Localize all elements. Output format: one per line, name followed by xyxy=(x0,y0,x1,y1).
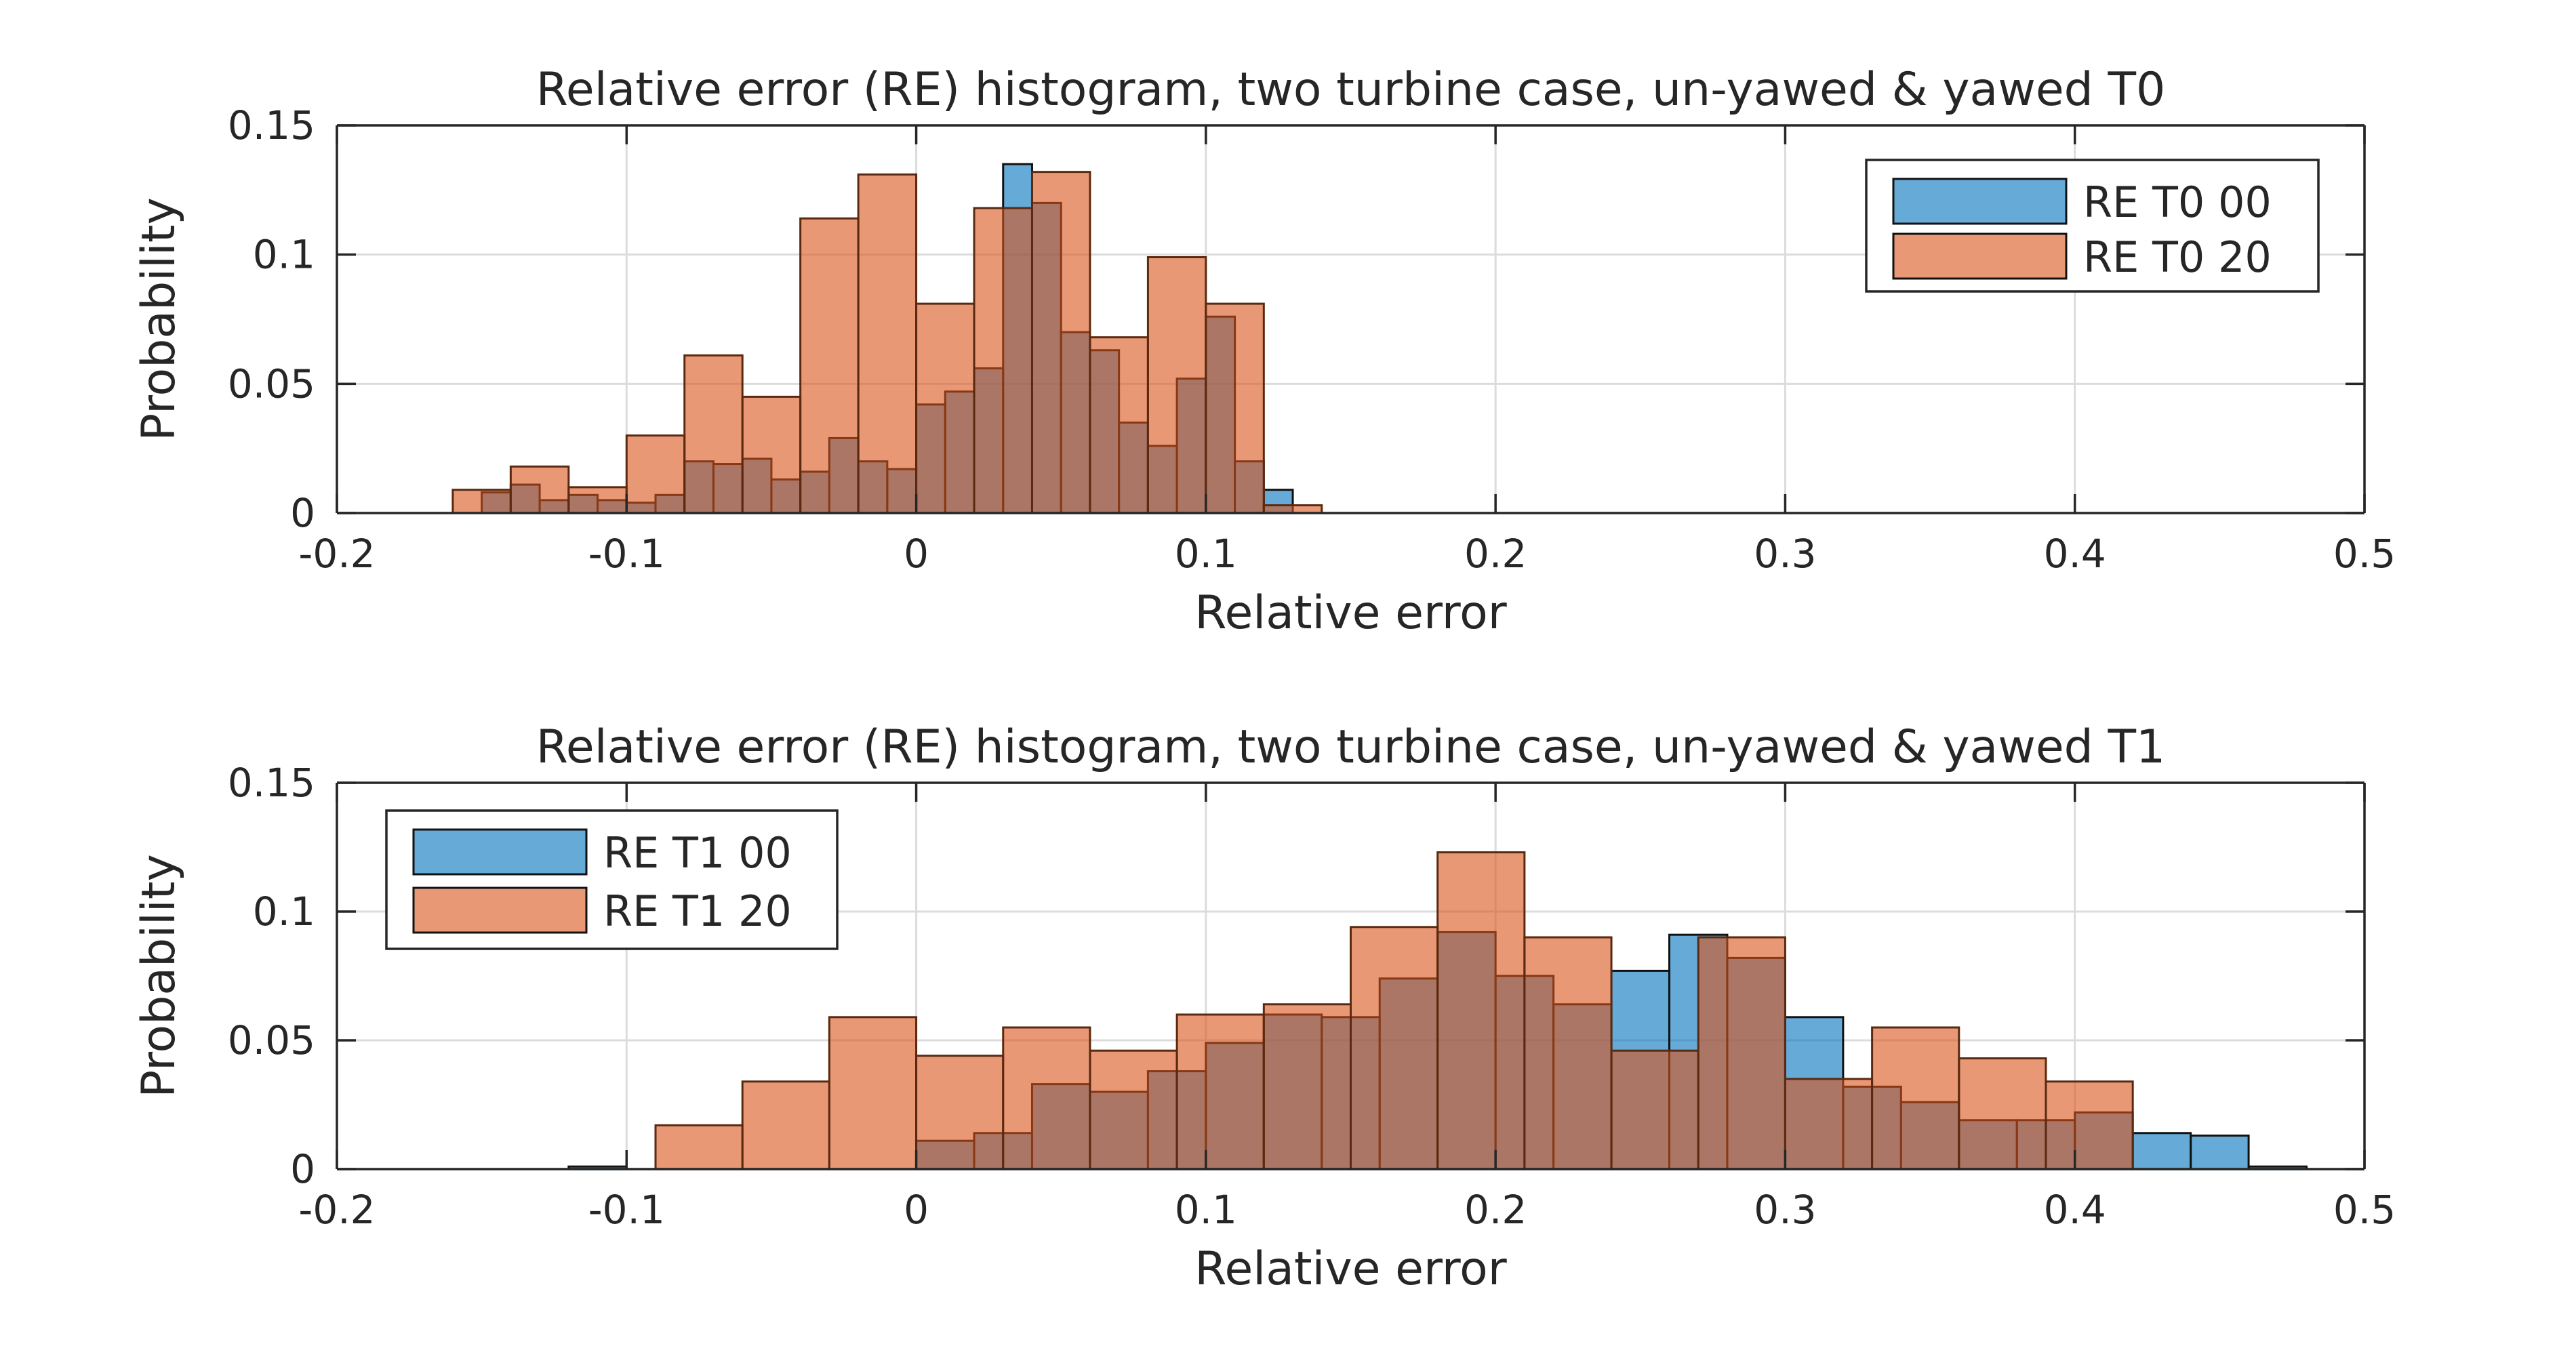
histogram-bar xyxy=(2190,1135,2250,1170)
y-tick-label: 0.05 xyxy=(228,361,315,407)
y-tick-label: 0 xyxy=(290,1146,315,1192)
x-axis-label: Relative error xyxy=(1194,1242,1507,1296)
y-tick-label: 0.05 xyxy=(228,1017,315,1063)
histogram-bar xyxy=(1089,1049,1178,1170)
legend-label: RE T1 20 xyxy=(603,886,792,936)
histogram-bar xyxy=(509,465,570,514)
x-tick-label: 0.2 xyxy=(1464,531,1527,577)
y-tick-label: 0 xyxy=(290,490,315,536)
x-tick-label: 0.5 xyxy=(2333,531,2396,577)
histogram-bar xyxy=(625,434,686,514)
histogram-bar xyxy=(451,489,512,514)
x-tick-label: -0.2 xyxy=(298,531,375,577)
histogram-bar xyxy=(1030,171,1091,514)
y-axis-label: Probability xyxy=(132,197,186,441)
histogram-bar xyxy=(1089,336,1149,514)
histogram-bar xyxy=(1610,1049,1699,1170)
legend-swatch xyxy=(1892,178,2068,225)
x-tick-label: 0.3 xyxy=(1754,531,1816,577)
histogram-bar xyxy=(799,217,860,514)
x-tick-label: 0.2 xyxy=(1464,1187,1527,1233)
histogram-bar xyxy=(567,486,628,514)
histogram-bar xyxy=(1523,936,1613,1170)
histogram-bar xyxy=(915,302,975,514)
x-tick-label: 0.3 xyxy=(1754,1187,1816,1233)
histogram-bar xyxy=(2131,1132,2192,1170)
x-tick-label: 0.5 xyxy=(2333,1187,2396,1233)
x-tick-label: -0.2 xyxy=(298,1187,375,1233)
axes: -0.2 -0.1 0 0.1 0.2 0.3 0.4 0.5 0 0.05 0.1 0.15 xyxy=(228,760,2396,1233)
x-tick-label: 0.1 xyxy=(1175,1187,1237,1233)
x-tick-label: 0.4 xyxy=(2044,1187,2106,1233)
axes: -0.2 -0.1 0 0.1 0.2 0.3 0.4 0.5 0 0.05 0.1 0.15 xyxy=(228,102,2396,577)
histogram-bar xyxy=(1784,1078,1874,1170)
histogram-bar xyxy=(654,1124,744,1170)
x-tick-label: -0.1 xyxy=(588,1187,665,1233)
histogram-bar xyxy=(857,173,918,514)
chart-title: Relative error (RE) histogram, two turbi… xyxy=(536,720,2166,774)
series-1 xyxy=(451,171,1323,514)
legend: RE T0 00 RE T0 20 xyxy=(1865,159,2320,293)
x-axis-label: Relative error xyxy=(1194,586,1507,640)
legend-label: RE T0 00 xyxy=(2083,178,2272,227)
legend-label: RE T0 20 xyxy=(2083,232,2272,282)
x-tick-label: 0.4 xyxy=(2044,531,2106,577)
histogram-bar xyxy=(1205,302,1265,514)
histogram-bar xyxy=(1146,256,1207,514)
histogram-bar xyxy=(1002,1026,1091,1170)
histogram-bar xyxy=(1697,936,1786,1170)
histogram-bar xyxy=(973,207,1033,514)
legend-swatch xyxy=(412,886,588,934)
x-tick-label: 0 xyxy=(904,531,929,577)
legend-swatch xyxy=(412,828,588,876)
histogram-bar xyxy=(828,1016,918,1170)
histogram-bar xyxy=(1958,1057,2047,1170)
histogram-bar xyxy=(2045,1080,2134,1170)
histogram-panel-t1: -0.2 -0.1 0 0.1 0.2 0.3 0.4 0.5 0 0.05 0.1 0.15 Rela… xyxy=(132,720,2396,1296)
x-tick-label: 0.1 xyxy=(1175,531,1237,577)
histogram-bar xyxy=(1436,851,1526,1170)
chart-title: Relative error (RE) histogram, two turbi… xyxy=(536,63,2166,117)
x-tick-label: -0.1 xyxy=(588,531,665,577)
histogram-bar xyxy=(1350,926,1439,1170)
y-axis-label: Probability xyxy=(132,854,186,1097)
legend-swatch xyxy=(1892,232,2068,280)
legend-label: RE T1 00 xyxy=(603,828,792,878)
histogram-bar xyxy=(1871,1026,1960,1170)
histogram-bar xyxy=(1262,1003,1352,1170)
histogram-bar xyxy=(741,395,802,514)
y-tick-label: 0.15 xyxy=(228,760,315,806)
series-1 xyxy=(654,851,2134,1170)
histogram-bar xyxy=(1175,1013,1265,1170)
x-tick-label: 0 xyxy=(904,1187,929,1233)
y-tick-label: 0.1 xyxy=(253,889,315,935)
histogram-bar xyxy=(683,354,744,514)
histogram-panel-t0: -0.2 -0.1 0 0.1 0.2 0.3 0.4 0.5 0 0.05 0.1 0.15 Rela… xyxy=(132,63,2396,640)
histogram-bar xyxy=(915,1055,1005,1170)
y-tick-label: 0.1 xyxy=(253,232,315,278)
y-tick-label: 0.15 xyxy=(228,102,315,148)
histogram-bar xyxy=(741,1080,830,1170)
legend: RE T1 00 RE T1 20 xyxy=(385,809,839,950)
